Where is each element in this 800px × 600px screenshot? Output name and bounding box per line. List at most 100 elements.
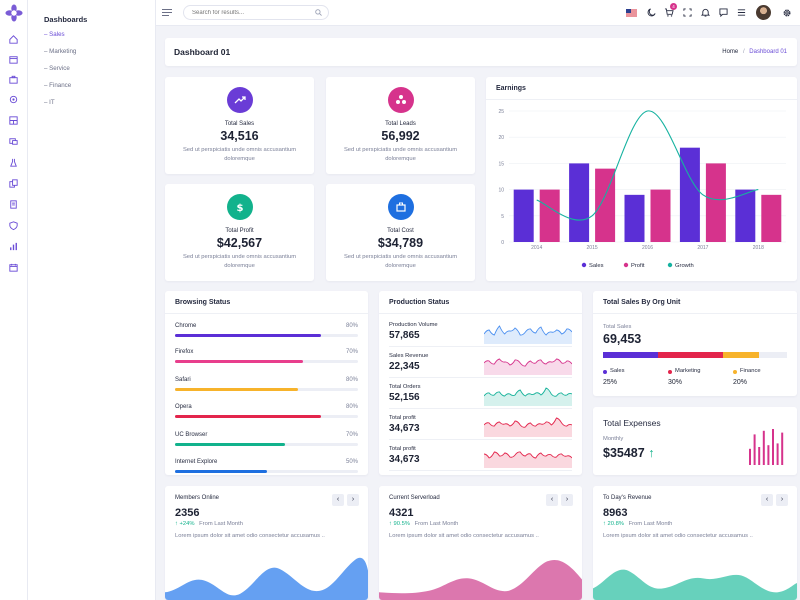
production-label: Total Orders <box>389 384 421 390</box>
org-segment-percent: 25% <box>603 379 618 386</box>
home-icon[interactable] <box>8 34 19 45</box>
arrow-up-icon: ↑ <box>175 521 180 527</box>
prev-button[interactable]: ‹ <box>761 494 773 506</box>
bar-profit[interactable] <box>650 189 671 242</box>
progress-fill <box>175 415 322 418</box>
line-growth[interactable] <box>536 110 759 221</box>
legend-label[interactable]: Profit <box>631 263 645 269</box>
user-avatar[interactable] <box>756 5 771 20</box>
bar-sales[interactable] <box>513 189 534 242</box>
legend-label[interactable]: Sales <box>589 263 604 269</box>
menu-item-finance[interactable]: – Finance <box>44 82 72 89</box>
bar-profit[interactable] <box>595 168 616 242</box>
metric-value: 4321 <box>389 507 414 519</box>
card-title: Earnings <box>496 85 526 92</box>
expense-bar <box>776 443 779 465</box>
stat-card-total-sales: Total Sales 34,516 Sed ut perspiciatis u… <box>165 77 314 174</box>
us-flag-icon[interactable] <box>626 9 637 17</box>
legend-label[interactable]: Growth <box>675 263 694 269</box>
bar-sales[interactable] <box>569 163 590 242</box>
org-segment-marketing <box>658 352 723 358</box>
production-row: Total profit 34,673 <box>389 440 572 471</box>
sparkline-area <box>484 326 572 344</box>
metric-change: ↑ 20.8% From Last Month <box>603 521 672 527</box>
bell-icon[interactable] <box>701 8 710 17</box>
list-icon[interactable] <box>737 8 746 17</box>
metric-title: Current Serverload <box>389 495 440 501</box>
bar-chart-icon[interactable] <box>8 241 19 252</box>
bar-profit[interactable] <box>705 163 726 242</box>
prev-button[interactable]: ‹ <box>546 494 558 506</box>
search-input[interactable] <box>192 8 312 18</box>
chat-icon[interactable] <box>8 136 19 147</box>
settings-icon[interactable] <box>8 94 19 105</box>
document-icon[interactable] <box>8 199 19 210</box>
y-tick-label: 15 <box>498 161 504 167</box>
fullscreen-icon[interactable] <box>683 8 692 17</box>
browsing-status-card: Browsing Status Chrome 80% Firefox 70% Safar… <box>165 291 368 475</box>
sparkline-area <box>484 418 572 437</box>
legend-marker <box>581 262 587 268</box>
briefcase-icon[interactable] <box>8 74 19 85</box>
card-title: Browsing Status <box>175 299 231 306</box>
cart-icon[interactable] <box>664 8 674 17</box>
flask-icon[interactable] <box>8 157 19 168</box>
expense-bar <box>762 430 765 465</box>
org-segment-finance <box>722 352 760 358</box>
browser-percent: 70% <box>345 349 358 355</box>
bar-profit[interactable] <box>539 189 560 242</box>
menu-toggle-icon[interactable] <box>162 8 172 17</box>
sparkline-area <box>484 359 572 375</box>
menu-item-service[interactable]: – Service <box>44 65 70 72</box>
briefcase-icon <box>395 202 406 212</box>
x-tick-label: 2014 <box>531 245 542 251</box>
production-value: 22,345 <box>389 361 420 372</box>
top-bar: 4 <box>156 0 800 26</box>
production-label: Total profit <box>389 415 416 421</box>
search-icon[interactable] <box>315 9 322 16</box>
browser-percent: 50% <box>345 459 358 465</box>
bar-sales[interactable] <box>624 194 645 242</box>
next-button[interactable]: › <box>561 494 573 506</box>
x-tick-label: 2017 <box>697 245 708 251</box>
stat-label: Total Sales <box>224 121 255 127</box>
logo-icon[interactable] <box>5 4 23 22</box>
total-expenses-card: Total Expenses Monthly $35487 ↑ <box>593 407 797 475</box>
breadcrumb-home[interactable]: Home <box>722 49 739 55</box>
sparkline-line <box>484 387 572 397</box>
menu-item-it[interactable]: – IT <box>44 99 55 106</box>
bar-sales[interactable] <box>735 189 756 242</box>
metric-title: To Day's Revenue <box>603 495 652 501</box>
expense-bar <box>772 429 774 465</box>
page-title: Dashboard 01 <box>174 47 231 57</box>
y-tick-label: 0 <box>501 240 504 246</box>
change-text: From Last Month <box>626 521 673 527</box>
search-box[interactable] <box>183 5 329 20</box>
next-button[interactable]: › <box>347 494 359 506</box>
stat-value: 34,516 <box>220 129 259 143</box>
box-icon[interactable] <box>8 54 19 65</box>
moon-icon[interactable] <box>647 8 656 17</box>
message-icon[interactable] <box>719 8 728 17</box>
sparkline-area <box>484 451 572 468</box>
stat-value: 56,992 <box>381 129 420 143</box>
bar-sales[interactable] <box>679 147 700 242</box>
metric-description: Lorem ipsum dolor sit amet odio consecte… <box>603 533 753 539</box>
production-value: 34,673 <box>389 423 420 434</box>
prev-button[interactable]: ‹ <box>332 494 344 506</box>
sparkline-line <box>484 451 572 459</box>
bar-profit[interactable] <box>761 194 782 242</box>
layout-icon[interactable] <box>8 115 19 126</box>
menu-item-sales[interactable]: – Sales <box>44 31 65 38</box>
calendar-icon[interactable] <box>8 262 19 273</box>
menu-item-marketing[interactable]: – Marketing <box>44 48 77 55</box>
dollar-icon: $ <box>236 203 243 214</box>
shield-icon[interactable] <box>8 220 19 231</box>
metric-wave-chart <box>379 559 582 600</box>
wave-area <box>593 569 797 600</box>
next-button[interactable]: › <box>776 494 788 506</box>
gear-icon[interactable] <box>782 8 792 18</box>
copy-icon[interactable] <box>8 178 19 189</box>
menu-title: Dashboards <box>44 15 88 24</box>
stat-label: Total Cost <box>387 228 414 234</box>
